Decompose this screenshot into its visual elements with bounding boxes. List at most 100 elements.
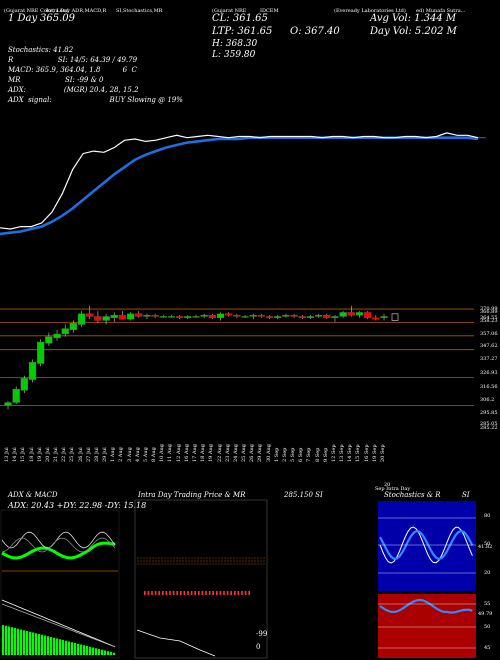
stoch-panel-title: Stochastics & R <box>384 491 441 499</box>
intraday-bar <box>162 591 164 595</box>
macd-bar <box>113 652 116 655</box>
candle-body <box>331 316 339 318</box>
candle-body <box>12 388 20 403</box>
macd-signal-line <box>1 603 116 648</box>
candle-body <box>347 312 355 316</box>
adx-panel-title: ADX & MACD <box>8 491 58 499</box>
price-axis-label: 285.22 <box>480 425 498 431</box>
intraday-mr-line <box>136 629 216 657</box>
intraday-bar <box>169 591 171 595</box>
candle-body <box>86 313 94 317</box>
candle-body <box>290 314 298 317</box>
avg-vol: Avg Vol: 1.344 M <box>370 13 457 24</box>
macd-bar <box>47 636 50 655</box>
candle-body <box>143 314 151 317</box>
macd-bar <box>68 641 71 655</box>
intraday-bar <box>201 591 204 595</box>
adx-panel-frame <box>0 509 120 659</box>
macd-bar <box>65 640 68 655</box>
candle-body <box>225 313 233 316</box>
intraday-bar <box>208 591 211 595</box>
high-value: H: 368.30 <box>212 39 258 49</box>
candle-body <box>126 313 135 320</box>
macd-bar <box>23 630 26 655</box>
rsi-axis-45: 45 <box>484 645 491 651</box>
price-axis-label: 285.05 <box>480 421 498 427</box>
intraday-panel-value: 285.150 SI <box>284 491 323 499</box>
macd-bar <box>50 637 53 655</box>
intraday-panel-frame <box>134 499 268 659</box>
macd-bar <box>38 634 41 655</box>
macd-line: MACD: 365.9, 364.04, 1.8 6 C <box>8 66 137 74</box>
candle-body <box>159 316 167 318</box>
macd-bar <box>89 646 92 655</box>
price-axis-label: 306.2 <box>480 397 495 403</box>
candle-body <box>28 362 37 380</box>
day-value: 365.09 <box>40 13 75 24</box>
macd-bar <box>41 634 44 655</box>
intraday-bar <box>180 591 182 595</box>
rsi-current-value: 49.79 <box>478 611 493 617</box>
intraday-bar <box>183 591 186 595</box>
price-axis-label: 295.85 <box>480 410 498 416</box>
candle-body <box>37 341 45 364</box>
macd-bar <box>17 628 20 655</box>
intraday-bar <box>219 591 222 595</box>
price-axis-label: 337.27 <box>480 356 498 362</box>
candle-body <box>282 314 290 317</box>
candle-body <box>69 323 78 331</box>
stoch-panel-si: SI <box>462 491 470 499</box>
macd-bar <box>8 626 11 655</box>
macd-bar <box>53 637 56 655</box>
candle-body <box>45 336 53 344</box>
ltp-value: LTP: 361.65 <box>212 26 273 37</box>
macd-bar <box>86 646 89 655</box>
candle-body <box>233 314 241 317</box>
macd-bar <box>20 629 23 655</box>
price-axis-label: 366.89 <box>480 309 498 315</box>
stoch-axis-80: 80 <box>484 513 491 519</box>
macd-bar <box>110 652 113 655</box>
header-top-3: SI,Stochastics,MR <box>116 8 163 14</box>
candle-body <box>372 317 380 320</box>
candle-body <box>249 314 257 317</box>
macd-bar <box>44 635 47 655</box>
mr-line: MR SI: -99 & 0 <box>8 76 104 84</box>
price-axis-label: 316.56 <box>480 384 498 390</box>
bottom-date-label: 20 <box>384 482 391 488</box>
candle-body <box>20 378 28 391</box>
day-vol: Day Vol: 5.202 M <box>370 26 457 37</box>
macd-bar <box>92 647 95 655</box>
intraday-bar <box>234 591 236 595</box>
header-top-6: (Eveready Laboratories Ltd) <box>334 8 406 14</box>
candle-body <box>176 316 184 318</box>
low-value: L: 359.80 <box>212 50 256 60</box>
intraday-bar <box>223 591 225 595</box>
intraday-bar <box>248 591 250 595</box>
rsi-axis-50: 50 <box>484 624 491 630</box>
macd-bar <box>35 633 38 655</box>
adx-panel-values: ADX: 20.43 +DY: 22.98 -DY: 15.18 <box>8 501 147 510</box>
intraday-bar <box>241 591 243 595</box>
candle-body <box>216 313 225 318</box>
intraday-bar <box>190 591 193 595</box>
header-top-4: (Gujarat NRE <box>212 8 247 14</box>
adx-line <box>1 541 116 560</box>
macd-bar <box>29 631 32 655</box>
stoch-panel-bg <box>378 501 476 591</box>
intraday-zero: 0 <box>256 643 261 651</box>
candle-body <box>4 402 12 406</box>
intraday-bar <box>194 591 196 595</box>
intraday-bar <box>226 591 229 595</box>
intraday-bar <box>176 591 178 595</box>
intraday-bar <box>230 591 232 595</box>
macd-bar <box>59 639 62 655</box>
candle-body <box>135 313 143 317</box>
price-axis-label: 364.55 <box>480 315 498 321</box>
price-axis-label: 347.62 <box>480 343 498 349</box>
macd-bar <box>74 643 77 655</box>
header-top-line: (Gujarat NRE Coke) Lead Intra Day ADR,MA… <box>4 8 496 14</box>
